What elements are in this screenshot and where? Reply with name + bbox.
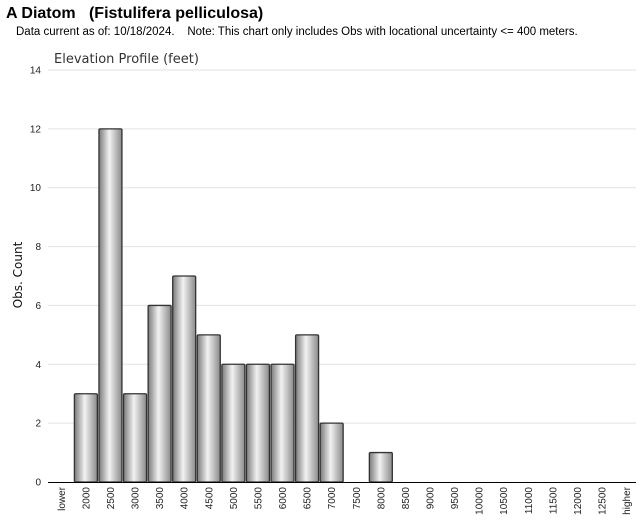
bar-5000 — [221, 363, 246, 483]
x-tick-label: 7000 — [327, 487, 338, 510]
y-tick-label: 8 — [35, 242, 41, 253]
y-axis-label: Obs. Count — [11, 241, 25, 308]
y-tick-label: 6 — [35, 301, 41, 312]
x-tick-label: 8000 — [376, 487, 387, 510]
x-tick-label: 2500 — [106, 487, 117, 510]
y-tick-label: 10 — [30, 183, 42, 194]
x-tick-label: 9500 — [450, 487, 461, 510]
y-tick-label: 0 — [35, 478, 41, 489]
bar-7000 — [319, 422, 344, 483]
x-tick-label: 5500 — [253, 487, 264, 510]
x-tick-label: 12500 — [598, 487, 609, 515]
y-tick-label: 4 — [35, 360, 41, 371]
x-tick-label: 4000 — [180, 487, 191, 510]
x-tick-label: 2000 — [81, 487, 92, 510]
x-tick-label: 6000 — [278, 487, 289, 510]
data-note: Data current as of: 10/18/2024. Note: Th… — [16, 26, 578, 38]
bar-8000 — [368, 451, 393, 483]
bar-3000 — [122, 393, 148, 483]
y-tick-labels: 0 2 4 6 8 10 12 14 — [30, 66, 42, 489]
x-tick-label: 10500 — [499, 487, 510, 515]
x-tick-label: 5000 — [229, 487, 240, 510]
x-tick-label: 4500 — [204, 487, 215, 510]
chart-title: Elevation Profile (feet) — [54, 52, 199, 67]
bar-5500 — [245, 363, 271, 483]
x-tick-label: 8500 — [401, 487, 412, 510]
x-tick-label: 11500 — [548, 487, 559, 515]
y-tick-label: 14 — [30, 66, 42, 77]
page-title: A Diatom (Fistulifera pelliculosa) — [6, 5, 264, 22]
x-tick-label: 10000 — [475, 487, 486, 515]
bar-4500 — [196, 334, 221, 483]
x-tick-label: 11000 — [524, 487, 535, 515]
bars — [73, 128, 393, 483]
x-tick-label: higher — [622, 486, 633, 514]
bar-4000 — [172, 275, 197, 483]
grid-lines — [48, 69, 636, 424]
bar-2000 — [73, 393, 99, 483]
bar-6000 — [270, 363, 295, 483]
x-tick-label: 6500 — [303, 487, 314, 510]
x-tick-labels: lower 2000 2500 3000 3500 4000 4500 5000 5500 600… — [57, 486, 633, 514]
x-tick-label: 3000 — [131, 487, 142, 510]
y-tick-label: 2 — [35, 419, 41, 430]
x-tick-label: lower — [57, 486, 68, 511]
bar-2500 — [98, 128, 123, 483]
y-tick-label: 12 — [30, 124, 42, 135]
bar-3500 — [147, 304, 172, 483]
bar-6500 — [294, 334, 320, 483]
x-tick-label: 9000 — [425, 487, 436, 510]
x-tick-label: 7500 — [352, 487, 363, 510]
x-tick-label: 12000 — [573, 487, 584, 515]
x-tick-label: 3500 — [155, 487, 166, 510]
